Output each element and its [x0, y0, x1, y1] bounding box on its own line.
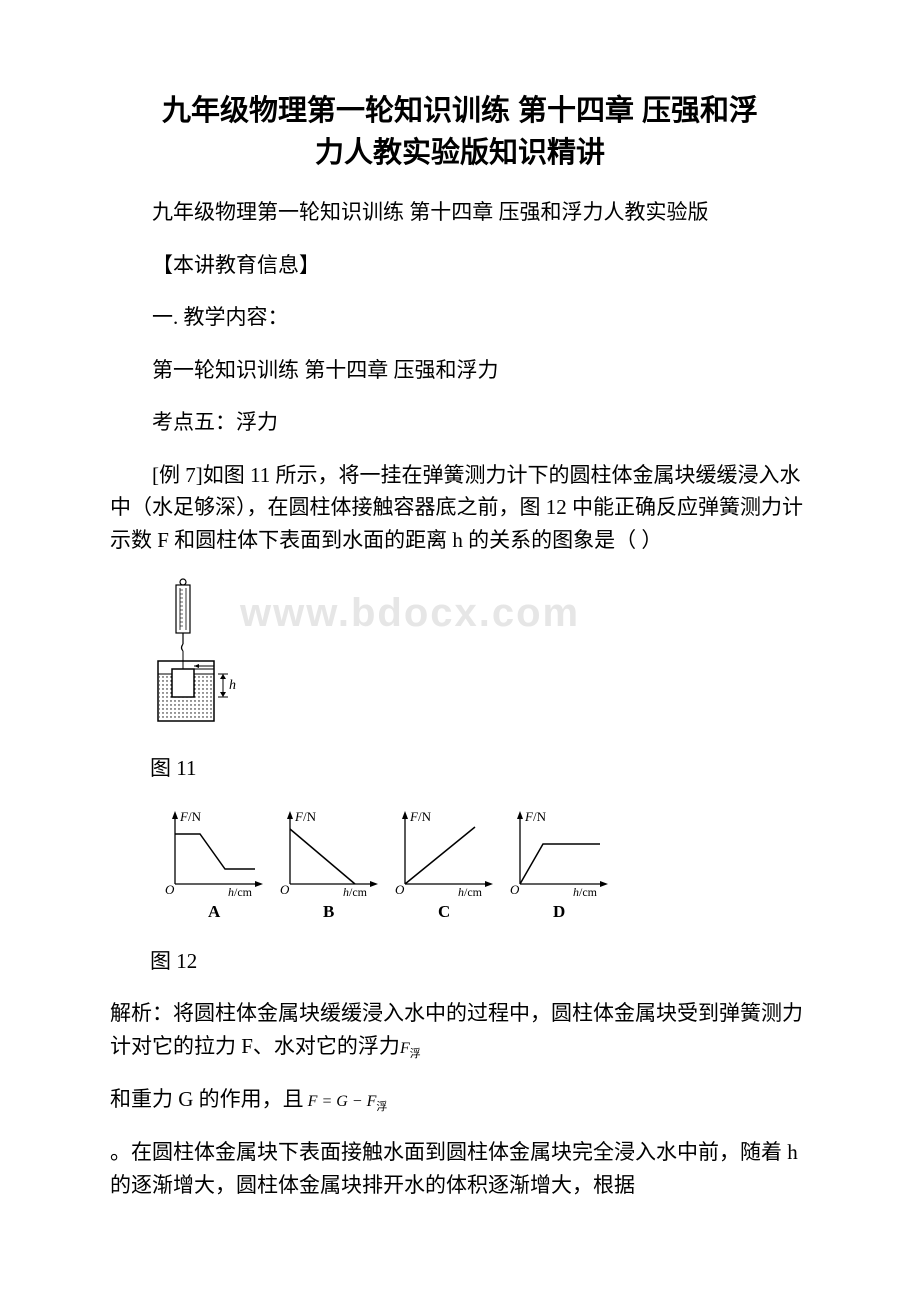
paragraph-teach: 一. 教学内容：	[110, 301, 810, 334]
paragraph-topic: 考点五：浮力	[110, 406, 810, 439]
figure-12: F /N O h /cm A F /N O h /cm B	[150, 804, 810, 929]
gravity-text: 和重力 G 的作用，且	[110, 1087, 304, 1111]
svg-text:A: A	[208, 902, 221, 921]
example-tag: [例 7]	[110, 459, 203, 492]
paragraph-chapter: 第一轮知识训练 第十四章 压强和浮力	[110, 354, 810, 387]
svg-text:O: O	[280, 882, 290, 897]
formula-balance: F = G − F浮	[304, 1093, 388, 1110]
label-h: h	[229, 678, 236, 693]
figure-11: h	[150, 576, 810, 736]
svg-text:O: O	[510, 882, 520, 897]
svg-text:D: D	[553, 902, 565, 921]
example-body: 如图 11 所示，将一挂在弹簧测力计下的圆柱体金属块缓缓浸入水中（水足够深），在…	[110, 463, 803, 552]
caption-11: 图 11	[150, 752, 810, 782]
svg-text:C: C	[438, 902, 450, 921]
svg-text:O: O	[165, 882, 175, 897]
page-title: 九年级物理第一轮知识训练 第十四章 压强和浮 力人教实验版知识精讲	[110, 90, 810, 174]
title-line-1: 九年级物理第一轮知识训练 第十四章 压强和浮	[162, 95, 758, 127]
last-paragraph: 。在圆柱体金属块下表面接触水面到圆柱体金属块完全浸入水中前，随着 h 的逐渐增大…	[110, 1136, 810, 1201]
last-text: 。在圆柱体金属块下表面接触水面到圆柱体金属块完全浸入水中前，随着 h 的逐渐增大…	[110, 1140, 798, 1197]
svg-text:/cm: /cm	[579, 885, 598, 899]
svg-text:O: O	[395, 882, 405, 897]
title-line-2: 力人教实验版知识精讲	[315, 137, 605, 169]
svg-text:/N: /N	[303, 809, 317, 824]
svg-text:/N: /N	[188, 809, 202, 824]
paragraph-subtitle: 九年级物理第一轮知识训练 第十四章 压强和浮力人教实验版	[110, 196, 810, 229]
caption-12: 图 12	[150, 945, 810, 975]
analysis-paragraph: 解析：将圆柱体金属块缓缓浸入水中的过程中，圆柱体金属块受到弹簧测力计对它的拉力 …	[110, 997, 810, 1063]
svg-text:/cm: /cm	[234, 885, 253, 899]
svg-text:/N: /N	[533, 809, 547, 824]
example-paragraph: [例 7]如图 11 所示，将一挂在弹簧测力计下的圆柱体金属块缓缓浸入水中（水足…	[110, 459, 810, 557]
paragraph-section: 【本讲教育信息】	[110, 249, 810, 282]
svg-text:/cm: /cm	[349, 885, 368, 899]
svg-text:/N: /N	[418, 809, 432, 824]
svg-text:B: B	[323, 902, 334, 921]
formula-fbuoy: F浮	[400, 1040, 421, 1057]
analysis-text: 解析：将圆柱体金属块缓缓浸入水中的过程中，圆柱体金属块受到弹簧测力计对它的拉力 …	[110, 1001, 803, 1058]
gravity-paragraph: 和重力 G 的作用，且 F = G − F浮	[110, 1083, 810, 1116]
svg-text:/cm: /cm	[464, 885, 483, 899]
